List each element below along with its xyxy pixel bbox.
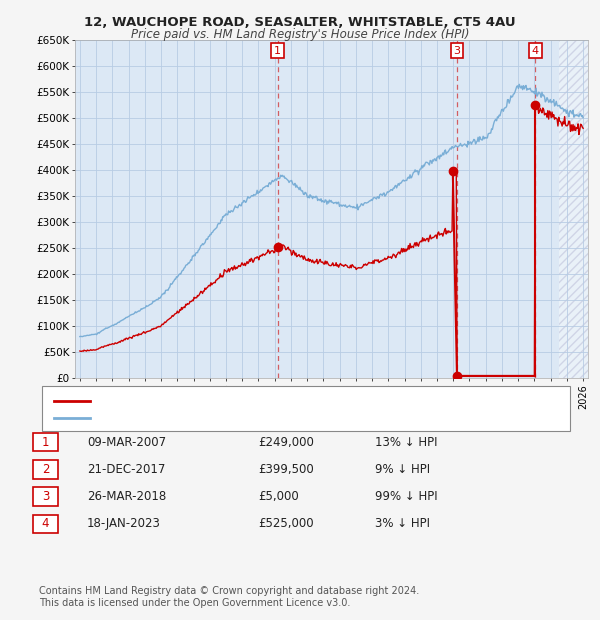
Text: Price paid vs. HM Land Registry's House Price Index (HPI): Price paid vs. HM Land Registry's House …	[131, 28, 469, 41]
Text: 21-DEC-2017: 21-DEC-2017	[87, 463, 166, 476]
Text: 3: 3	[42, 490, 49, 503]
Text: 12, WAUCHOPE ROAD, SEASALTER, WHITSTABLE, CT5 4AU: 12, WAUCHOPE ROAD, SEASALTER, WHITSTABLE…	[84, 16, 516, 29]
Text: 3% ↓ HPI: 3% ↓ HPI	[375, 518, 430, 530]
Text: 26-MAR-2018: 26-MAR-2018	[87, 490, 166, 503]
Bar	[559, 40, 591, 378]
Text: £399,500: £399,500	[258, 463, 314, 476]
Text: Contains HM Land Registry data © Crown copyright and database right 2024.
This d: Contains HM Land Registry data © Crown c…	[39, 586, 419, 608]
Text: 4: 4	[42, 518, 49, 530]
Text: 3: 3	[454, 46, 460, 56]
Text: 09-MAR-2007: 09-MAR-2007	[87, 436, 166, 448]
Text: 4: 4	[532, 46, 539, 56]
Text: £525,000: £525,000	[258, 518, 314, 530]
Text: 1: 1	[42, 436, 49, 448]
Text: £5,000: £5,000	[258, 490, 299, 503]
Text: 99% ↓ HPI: 99% ↓ HPI	[375, 490, 437, 503]
Text: 1: 1	[274, 46, 281, 56]
Text: 12, WAUCHOPE ROAD, SEASALTER, WHITSTABLE, CT5 4AU (detached house): 12, WAUCHOPE ROAD, SEASALTER, WHITSTABLE…	[99, 396, 497, 405]
Text: 18-JAN-2023: 18-JAN-2023	[87, 518, 161, 530]
Text: HPI: Average price, detached house, Canterbury: HPI: Average price, detached house, Cant…	[99, 414, 351, 423]
Text: 2: 2	[42, 463, 49, 476]
Text: 13% ↓ HPI: 13% ↓ HPI	[375, 436, 437, 448]
Text: £249,000: £249,000	[258, 436, 314, 448]
Text: 9% ↓ HPI: 9% ↓ HPI	[375, 463, 430, 476]
